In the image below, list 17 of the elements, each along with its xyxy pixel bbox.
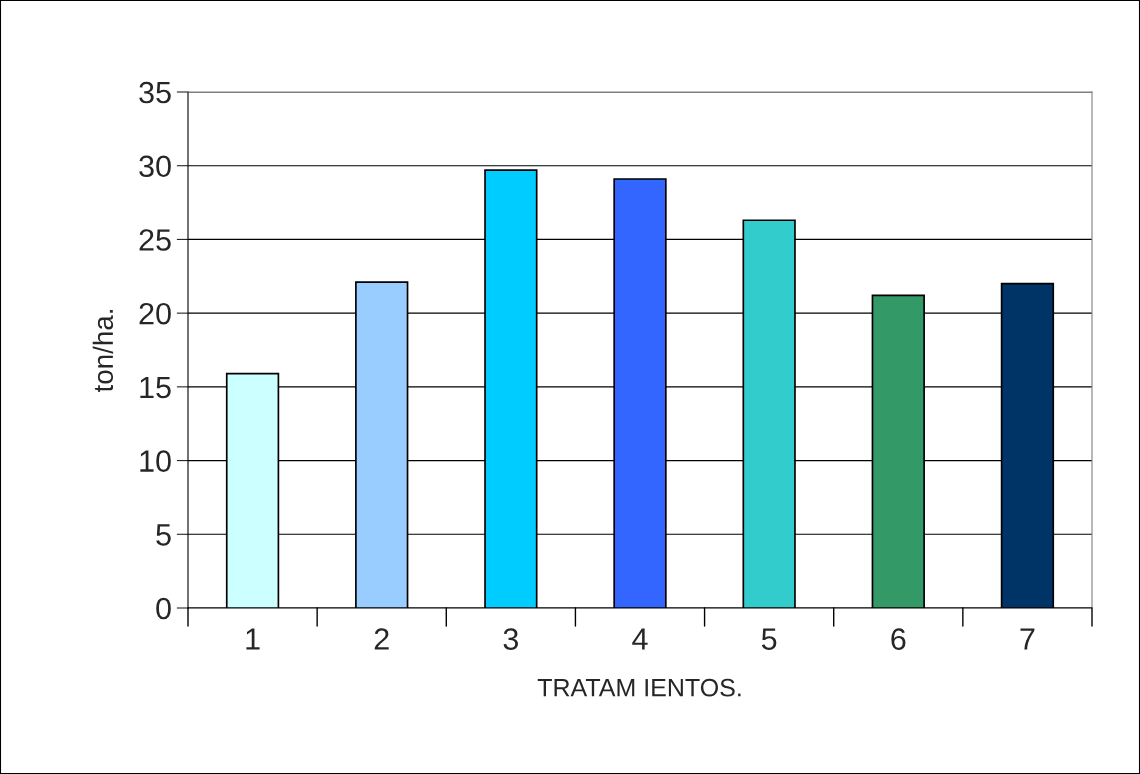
y-tick-label: 25 bbox=[139, 229, 171, 251]
y-tick-label: 35 bbox=[139, 81, 171, 104]
x-tick-label: 2 bbox=[374, 628, 389, 650]
y-tick-label: 20 bbox=[139, 302, 171, 325]
y-tick-label: 10 bbox=[140, 450, 171, 472]
y-tick-label: 5 bbox=[156, 524, 171, 546]
y-tick-label: 0 bbox=[156, 597, 171, 620]
y-axis-title: ton/ha. bbox=[92, 310, 114, 393]
x-tick-label: 3 bbox=[503, 628, 519, 650]
y-tick-label: 30 bbox=[139, 155, 171, 178]
x-tick-label: 5 bbox=[761, 628, 777, 650]
x-tick-label: 6 bbox=[891, 628, 906, 650]
x-tick-label: 7 bbox=[1020, 628, 1035, 650]
x-tick-label: 4 bbox=[632, 628, 648, 650]
x-axis-title: TRATAM IENTOS. bbox=[537, 678, 741, 697]
y-tick-label: 15 bbox=[140, 376, 171, 399]
x-tick-label: 1 bbox=[246, 628, 260, 650]
